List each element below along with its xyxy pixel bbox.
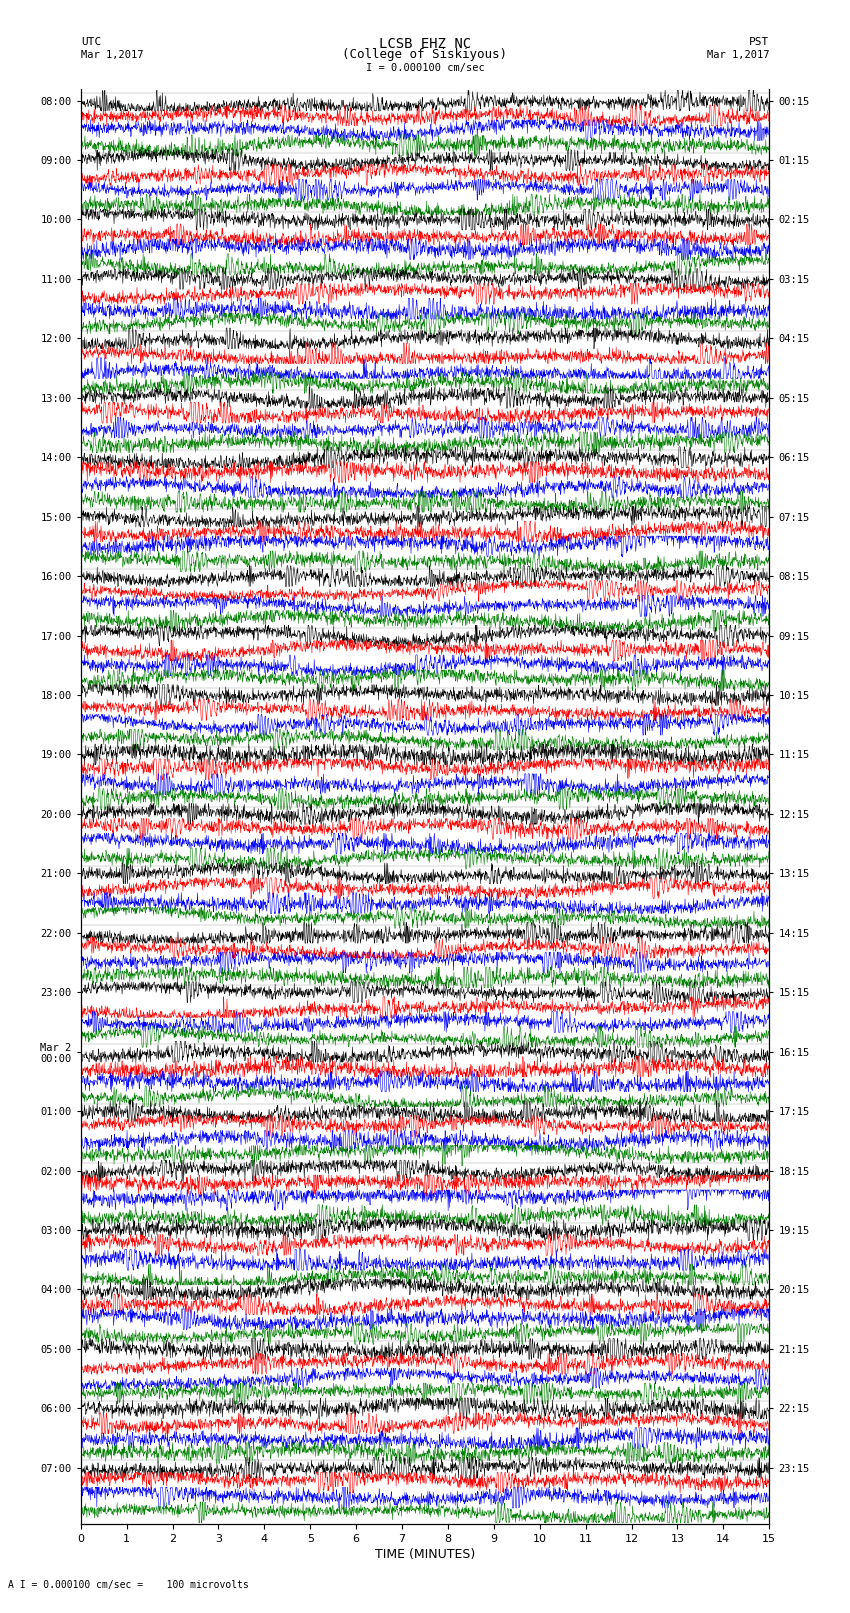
Text: Mar 1,2017: Mar 1,2017 [706, 50, 769, 60]
Text: UTC: UTC [81, 37, 101, 47]
Text: PST: PST [749, 37, 769, 47]
Text: I = 0.000100 cm/sec: I = 0.000100 cm/sec [366, 63, 484, 73]
Text: (College of Siskiyous): (College of Siskiyous) [343, 48, 507, 61]
X-axis label: TIME (MINUTES): TIME (MINUTES) [375, 1548, 475, 1561]
Text: A I = 0.000100 cm/sec =    100 microvolts: A I = 0.000100 cm/sec = 100 microvolts [8, 1581, 249, 1590]
Text: LCSB EHZ NC: LCSB EHZ NC [379, 37, 471, 52]
Text: Mar 1,2017: Mar 1,2017 [81, 50, 144, 60]
